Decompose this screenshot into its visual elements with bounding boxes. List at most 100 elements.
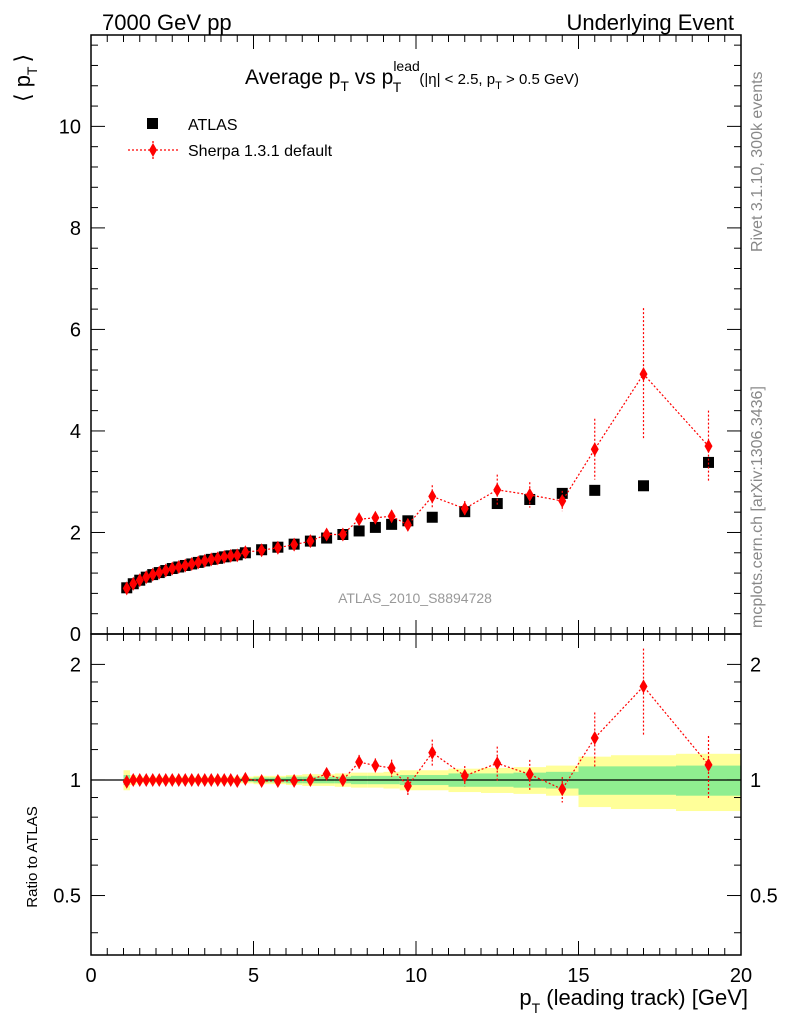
x-label-rest: (leading track) [GeV] [540, 985, 748, 1010]
sherpa-point [371, 510, 380, 525]
atlas-point [589, 484, 601, 496]
atlas-point [386, 518, 398, 530]
ratio-point [161, 772, 170, 787]
ratio-y-tick-label-right: 0.5 [750, 886, 778, 908]
sherpa-point [233, 548, 242, 563]
ratio-y-label: Ratio to ATLAS [24, 806, 41, 907]
ratio-point [403, 779, 412, 794]
ratio-y-tick-label-right: 2 [750, 654, 761, 676]
ratio-point [135, 772, 144, 787]
ratio-point [207, 772, 216, 787]
sherpa-point [135, 573, 144, 588]
sherpa-point [355, 512, 364, 527]
ratio-point [168, 772, 177, 787]
rivet-label: Rivet 3.1.10, 300k events [749, 71, 766, 252]
ratio-point [704, 757, 713, 772]
title-cuts-b: > 0.5 GeV) [502, 71, 579, 88]
sherpa-point [194, 555, 203, 570]
ratio-point [338, 772, 347, 787]
ratio-point [460, 768, 469, 783]
ratio-y-tick-label-left: 1 [70, 770, 81, 792]
ratio-point [148, 772, 157, 787]
ratio-uncertainty-bands [91, 753, 741, 812]
ratio-point [322, 766, 331, 781]
sherpa-point [148, 567, 157, 582]
ratio-point [428, 745, 437, 760]
atlas-point [703, 456, 714, 468]
sherpa-point [174, 559, 183, 574]
legend-mc-marker [149, 143, 157, 157]
atlas-point [369, 521, 381, 533]
sherpa-point [142, 570, 151, 585]
title-sub-t: T [340, 78, 349, 94]
atlas-point [426, 511, 438, 523]
header-left: 7000 GeV pp [102, 10, 232, 35]
ratio-point [155, 772, 164, 787]
x-label-p: p [519, 985, 531, 1010]
ratio-y-tick-label-right: 1 [750, 770, 761, 792]
sherpa-point [428, 489, 437, 504]
ratio-point [220, 772, 229, 787]
sherpa-point [187, 556, 196, 571]
sherpa-point [220, 549, 229, 564]
legend-mc-label: Sherpa 1.3.1 default [188, 143, 333, 160]
title-cuts-sub: T [495, 80, 502, 92]
title-sup-lead: lead [393, 58, 419, 74]
legend-data-marker [147, 118, 158, 129]
tick-labels: 0 5 10 15 20 0 2 4 6 8 10 0.5 0.5 1 1 2 2 [53, 116, 778, 987]
sherpa-point [273, 540, 282, 555]
x-tick-label: 5 [248, 965, 259, 987]
ratio-point [290, 773, 299, 788]
sherpa-point [200, 553, 209, 568]
main-y-label: ⟨ pT ⟩ [10, 54, 40, 102]
ratio-point [525, 767, 534, 782]
sherpa-point [241, 545, 250, 560]
ratio-axis-ticks [90, 634, 742, 955]
ratio-point [129, 772, 138, 787]
ratio-point [213, 772, 222, 787]
atlas-point [353, 525, 365, 537]
ratio-y-tick-label-left: 0.5 [53, 886, 81, 908]
ratio-point [226, 772, 235, 787]
ratio-point [639, 679, 648, 694]
x-tick-label: 15 [567, 965, 589, 987]
legend-data-label: ATLAS [188, 117, 238, 134]
ratio-point [273, 773, 282, 788]
sherpa-point [161, 563, 170, 578]
y-tick-label: 8 [70, 218, 81, 240]
sherpa-point [129, 576, 138, 591]
ratio-point [194, 772, 203, 787]
atlas-point [638, 480, 649, 492]
y-tick-label: 6 [70, 319, 81, 341]
sherpa-point [155, 565, 164, 580]
y-tick-label: 10 [59, 116, 81, 138]
ratio-series [122, 648, 713, 803]
sherpa-point [403, 517, 412, 532]
ratio-frame [90, 633, 742, 956]
main-series [121, 308, 714, 596]
ratio-point [371, 758, 380, 773]
sherpa-point [387, 509, 396, 524]
sherpa-point [322, 527, 331, 542]
main-title: Average pT vs plead T (|η| < 2.5, pT > 0.5… [245, 58, 579, 95]
ratio-point [387, 761, 396, 776]
y-label-sub: T [24, 66, 40, 75]
sherpa-point [257, 543, 266, 558]
ratio-point [590, 730, 599, 745]
sherpa-point [226, 548, 235, 563]
ratio-point [257, 773, 266, 788]
x-label-sub: T [532, 1000, 541, 1016]
ratio-point [306, 772, 315, 787]
sherpa-point [558, 494, 567, 509]
header-right: Underlying Event [566, 10, 734, 35]
ratio-point [142, 772, 151, 787]
title-prefix: Average p [245, 66, 340, 89]
title-vs: vs p [349, 66, 393, 89]
sherpa-point [207, 552, 216, 567]
sherpa-point [181, 558, 190, 573]
sherpa-point [460, 501, 469, 516]
sherpa-point [639, 367, 648, 382]
sherpa-point [338, 527, 347, 542]
sherpa-point [122, 581, 131, 596]
